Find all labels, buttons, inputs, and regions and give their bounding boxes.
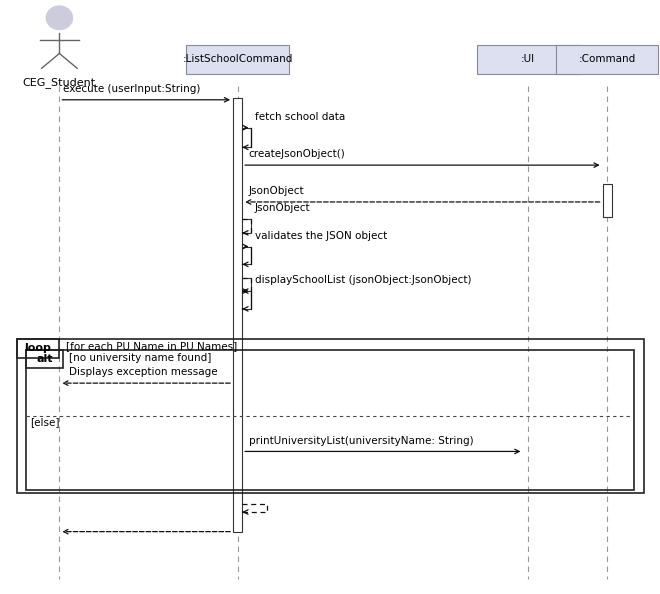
FancyBboxPatch shape [556,45,659,74]
Circle shape [46,6,73,30]
Text: :UI: :UI [521,55,535,64]
Text: displaySchoolList (jsonObject:JsonObject): displaySchoolList (jsonObject:JsonObject… [255,275,471,285]
Text: [for each PU Name in PU Names]: [for each PU Name in PU Names] [66,342,237,352]
FancyBboxPatch shape [242,291,251,309]
FancyBboxPatch shape [242,128,251,147]
Text: validates the JSON object: validates the JSON object [255,230,387,241]
Text: :Command: :Command [579,55,636,64]
FancyBboxPatch shape [242,278,251,291]
Text: Displays exception message: Displays exception message [69,367,218,377]
FancyBboxPatch shape [242,247,251,264]
Text: alt: alt [36,355,53,364]
FancyBboxPatch shape [233,98,242,532]
Text: fetch school data: fetch school data [255,112,345,122]
Text: loop: loop [24,343,51,353]
Text: createJsonObject(): createJsonObject() [249,149,346,159]
FancyBboxPatch shape [477,45,579,74]
FancyBboxPatch shape [186,45,289,74]
Text: JsonObject: JsonObject [249,186,304,196]
Text: CEG_Student: CEG_Student [23,77,96,88]
FancyBboxPatch shape [603,184,612,217]
Text: [no university name found]: [no university name found] [69,353,212,363]
FancyBboxPatch shape [242,219,251,233]
Text: :ListSchoolCommand: :ListSchoolCommand [182,55,293,64]
Text: [else]: [else] [30,418,59,428]
Text: printUniversityList(universityName: String): printUniversityList(universityName: Stri… [249,435,473,446]
Text: execute (userInput:String): execute (userInput:String) [63,84,200,94]
Text: JsonObject: JsonObject [255,203,310,213]
